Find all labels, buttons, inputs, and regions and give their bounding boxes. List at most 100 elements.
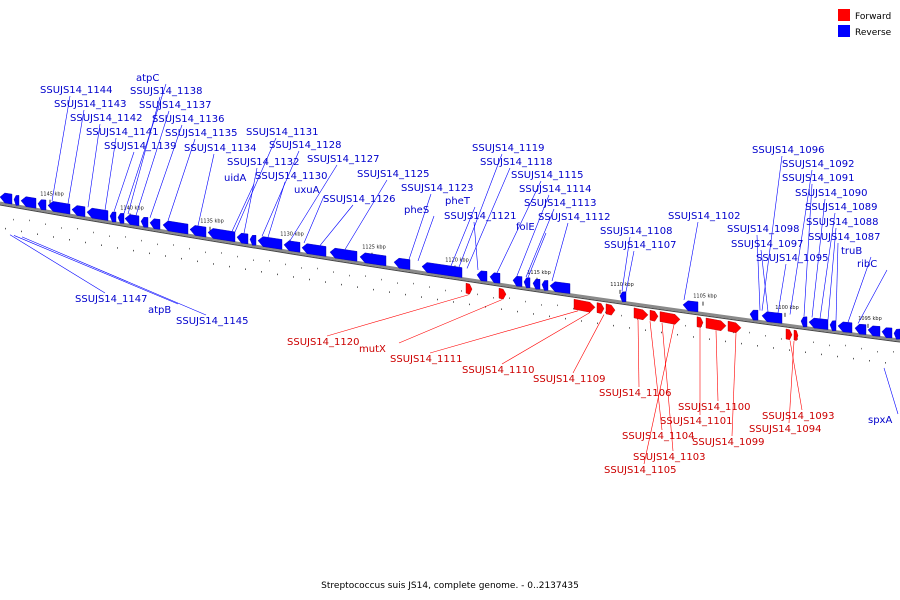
minor-tick: [421, 296, 422, 298]
minor-tick: [181, 257, 182, 260]
leader-line: [621, 236, 631, 292]
minor-tick: [597, 322, 598, 325]
reverse-gene-arrow: [489, 272, 501, 284]
forward-gene-arrow: [573, 298, 596, 313]
minor-tick: [37, 233, 38, 235]
reverse-gene-label: SSUJS14_1113: [524, 198, 597, 209]
reverse-gene-arrow: [162, 220, 189, 235]
reverse-gene-label: SSUJS14_1108: [600, 226, 673, 237]
minor-tick: [413, 282, 414, 285]
minor-tick: [781, 338, 782, 340]
minor-tick: [805, 351, 806, 354]
forward-gene-arrow: [727, 320, 742, 334]
leader-line: [123, 83, 167, 214]
tick-label: 1095 kbp: [858, 316, 882, 322]
leader-line: [398, 299, 503, 344]
minor-tick: [765, 335, 766, 337]
reverse-gene-arrow: [532, 279, 541, 290]
minor-tick: [613, 324, 614, 327]
forward-gene-label: SSUJS14_1120: [287, 337, 360, 348]
reverse-gene-label: SSUJS14_1098: [727, 224, 800, 235]
minor-tick: [237, 255, 238, 258]
gene-labels: atpC SSUJS14_1144 SSUJS14_1138SSUJS14_1143…: [40, 73, 892, 476]
reverse-gene-arrow: [619, 291, 627, 303]
forward-gene-arrow: [705, 317, 727, 332]
leader-line: [149, 124, 183, 218]
genome-backbone: [0, 201, 900, 342]
leader-line: [231, 183, 255, 232]
leader-line: [835, 242, 839, 321]
forward-gene-arrow: [605, 303, 616, 316]
leader-line: [113, 151, 135, 212]
leader-line: [21, 236, 207, 316]
leader-line: [756, 234, 761, 311]
minor-tick: [709, 338, 710, 340]
reverse-gene-label: SSUJS14_1134: [184, 143, 257, 154]
minor-tick: [133, 249, 134, 252]
reverse-gene-label: SSUJS14_1131: [246, 127, 319, 138]
minor-tick: [477, 293, 478, 296]
minor-tick: [373, 288, 374, 291]
reverse-gene-arrow: [829, 320, 837, 332]
minor-tick: [69, 238, 70, 241]
reverse-gene-arrow: [301, 243, 327, 257]
reverse-gene-arrow: [124, 214, 140, 227]
reverse-gene-arrow: [329, 247, 358, 262]
forward-gene-label: SSUJS14_1103: [633, 452, 706, 463]
reverse-gene-arrow: [800, 316, 808, 328]
reverse-gene-arrow: [476, 270, 488, 282]
reverse-gene-label: SSUJS14_1135: [165, 128, 238, 139]
reverse-gene-label: SSUJS14_1138: [130, 86, 203, 97]
minor-tick: [749, 331, 750, 334]
reverse-gene-label: truB: [841, 246, 862, 257]
tick-label: 1120 kbp: [445, 258, 469, 264]
minor-tick: [309, 278, 310, 281]
minor-tick: [381, 278, 382, 281]
reverse-gene-arrow: [37, 199, 47, 211]
minor-tick: [829, 344, 830, 347]
minor-tick: [325, 281, 326, 283]
minor-tick: [661, 331, 662, 334]
leader-line: [827, 227, 837, 320]
forward-gene-label: SSUJS14_1093: [762, 411, 835, 422]
reverse-gene-arrow: [189, 225, 207, 238]
leader-line: [789, 340, 803, 411]
minor-tick: [125, 236, 126, 238]
minor-tick: [533, 313, 534, 315]
leader-line: [408, 193, 432, 260]
reverse-gene-arrow: [0, 192, 13, 205]
reverse-gene-label: SSUJS14_1112: [538, 212, 611, 223]
minor-tick: [517, 310, 518, 313]
minor-tick: [637, 318, 638, 320]
minor-tick: [389, 291, 390, 293]
minor-tick: [581, 320, 582, 322]
reverse-gene-label: SSUJS14_1144: [40, 85, 113, 96]
forward-gene-label: SSUJS14_1106: [599, 388, 672, 399]
leader-line: [135, 110, 170, 216]
reverse-gene-label: atpB: [148, 305, 171, 316]
reverse-gene-label: SSUJS14_1102: [668, 211, 741, 222]
reverse-gene-label: SSUJS14_1115: [511, 170, 584, 181]
tick-label: 1105 kbp: [693, 294, 717, 300]
minor-tick: [525, 300, 526, 303]
reverse-gene-arrow: [421, 262, 463, 278]
minor-tick: [229, 265, 230, 268]
minor-tick: [301, 267, 302, 269]
reverse-gene-arrow: [257, 236, 283, 250]
leader-line: [496, 180, 542, 273]
minor-tick: [645, 329, 646, 331]
leader-line: [326, 294, 470, 337]
reverse-gene-arrow: [867, 325, 881, 337]
minor-tick: [773, 347, 774, 349]
minor-tick: [453, 301, 454, 303]
minor-tick: [269, 260, 270, 262]
leader-line: [649, 321, 663, 431]
minor-tick: [61, 227, 62, 229]
minor-tick: [893, 351, 894, 353]
reverse-gene-label: SSUJS14_1139: [104, 141, 177, 152]
minor-tick: [797, 338, 798, 340]
minor-tick: [5, 227, 6, 230]
legend-forward-label: Forward: [855, 12, 891, 22]
leader-line: [637, 319, 640, 388]
reverse-gene-label: atpC: [136, 73, 159, 84]
